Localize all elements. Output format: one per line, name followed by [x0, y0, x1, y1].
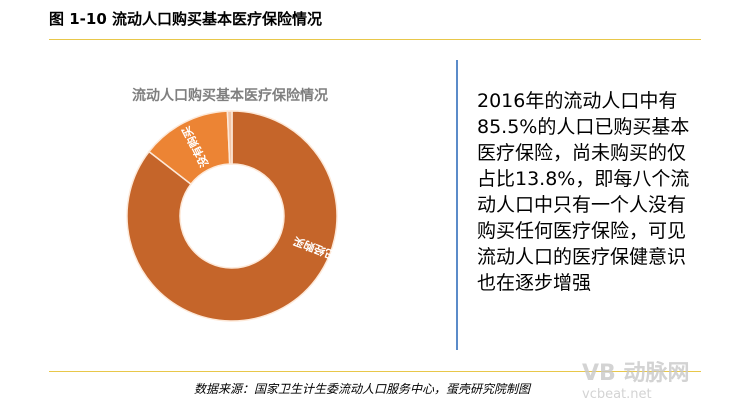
top-divider — [49, 39, 701, 40]
description-text: 2016年的流动人口中有85.5%的人口已购买基本医疗保险，尚未购买的仅占比13… — [477, 90, 690, 294]
chart-title: 流动人口购买基本医疗保险情况 — [132, 88, 328, 104]
figure-title: 图 1-10 流动人口购买基本医疗保险情况 — [49, 10, 322, 28]
bottom-divider — [49, 371, 701, 372]
source-note: 数据来源：国家卫生计生委流动人口服务中心，蛋壳研究院制图 — [194, 382, 531, 396]
slice-3 — [226, 110, 233, 165]
vertical-divider — [456, 60, 458, 350]
watermark: VB 动脉网 vcbeat.net — [582, 361, 690, 402]
slice-1 — [126, 110, 338, 322]
